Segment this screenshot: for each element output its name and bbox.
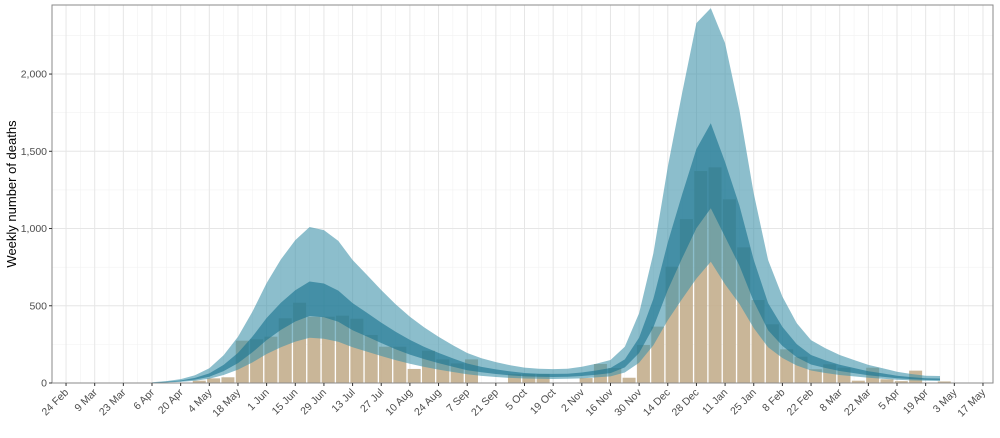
- x-tick-label: 22 Feb: [785, 387, 817, 419]
- bar: [851, 380, 865, 383]
- bar: [579, 378, 593, 383]
- bar: [808, 369, 822, 383]
- x-tick-label: 24 Aug: [412, 387, 444, 419]
- panel-border: [51, 4, 994, 384]
- outer-interval-band: [152, 8, 940, 383]
- x-tick-label: 27 Jul: [358, 387, 386, 415]
- x-tick-label: 1 Jun: [245, 387, 272, 414]
- x-tick-label: 25 Jan: [728, 387, 759, 418]
- x-tick-label: 11 Jan: [700, 387, 730, 417]
- x-tick-label: 17 May: [955, 386, 988, 419]
- x-tick-label: 22 Mar: [842, 386, 874, 418]
- y-tick-label: 500: [29, 300, 47, 312]
- x-tick-label: 19 Apr: [901, 386, 931, 416]
- x-tick-label: 29 Jun: [298, 387, 329, 418]
- y-axis-title: Weekly number of deaths: [4, 120, 19, 268]
- y-axis: 0 500 1,000 1,500 2,000: [21, 69, 52, 390]
- bar: [221, 377, 235, 383]
- x-tick-label: 16 Nov: [584, 386, 617, 419]
- x-tick-label: 18 May: [210, 386, 243, 419]
- bar: [894, 381, 908, 383]
- x-tick-label: 10 Aug: [383, 387, 415, 419]
- bar: [407, 368, 421, 383]
- x-tick-label: 13 Jul: [329, 387, 357, 415]
- bar: [622, 377, 636, 383]
- x-tick-label: 21 Sep: [469, 387, 501, 419]
- y-tick-label: 2,000: [21, 69, 47, 81]
- x-tick-label: 24 Feb: [40, 387, 72, 419]
- y-tick-label: 1,000: [21, 223, 47, 235]
- x-tick-label: 28 Dec: [670, 387, 702, 419]
- bar: [880, 379, 894, 383]
- bar: [207, 378, 221, 383]
- x-tick-label: 15 Jun: [270, 387, 301, 418]
- bar: [937, 381, 951, 383]
- y-tick-label: 1,500: [21, 146, 47, 158]
- x-tick-label: 14 Dec: [641, 387, 673, 419]
- x-tick-label: 19 Oct: [528, 387, 558, 417]
- grid: [52, 5, 993, 384]
- inner-interval-band: [152, 123, 940, 383]
- x-tick-label: 20 Apr: [156, 386, 186, 416]
- x-tick-label: 23 Mar: [97, 386, 129, 418]
- bar: [192, 380, 206, 383]
- x-tick-label: 6 Apr: [131, 386, 157, 412]
- x-tick-label: 5 Apr: [876, 386, 902, 412]
- bar: [507, 374, 521, 383]
- y-tick-label: 0: [41, 378, 47, 390]
- bands: [152, 8, 940, 383]
- x-tick-label: 5 Oct: [503, 387, 529, 413]
- x-tick-label: 30 Nov: [612, 386, 645, 419]
